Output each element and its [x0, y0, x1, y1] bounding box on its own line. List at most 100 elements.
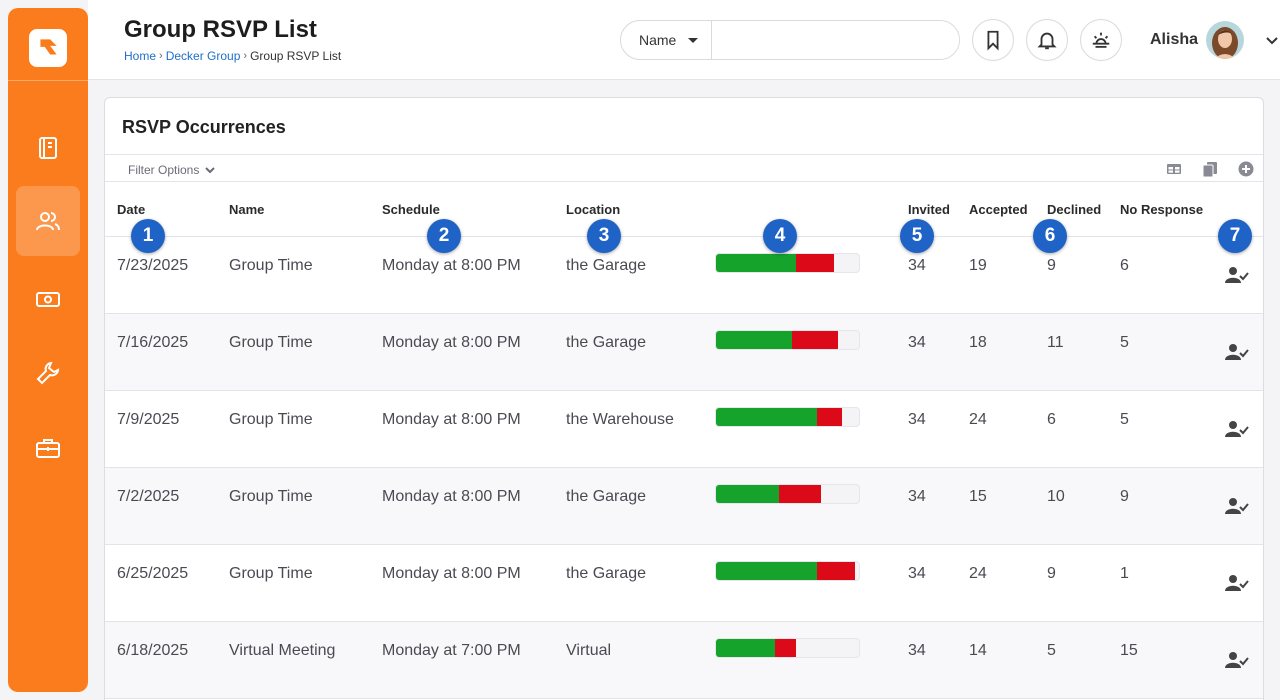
add-circle-icon[interactable]: [1238, 161, 1254, 177]
column-header-schedule[interactable]: Schedule: [382, 202, 440, 217]
user-menu[interactable]: Alisha: [1134, 16, 1280, 64]
cell-date: 6/25/2025: [117, 565, 189, 582]
avatar: [1206, 21, 1245, 59]
table-icon[interactable]: [1166, 161, 1182, 177]
copy-icon[interactable]: [1202, 161, 1218, 177]
user-check-icon[interactable]: [1225, 265, 1249, 285]
sidebar-divider: [8, 80, 88, 81]
search-input[interactable]: [712, 21, 959, 59]
cell-invited: 34: [908, 334, 926, 351]
annotation-badge-1: 1: [131, 219, 165, 253]
user-check-icon[interactable]: [1225, 419, 1249, 439]
annotation-badge-3: 3: [587, 219, 621, 253]
breadcrumb-group[interactable]: Decker Group: [165, 49, 241, 63]
sidebar-item-tools[interactable]: [16, 338, 80, 408]
cell-schedule: Monday at 8:00 PM: [382, 411, 521, 428]
cell-accepted: 14: [969, 642, 987, 659]
sidebar: [8, 8, 88, 692]
theme-button[interactable]: [1080, 19, 1122, 61]
cell-schedule: Monday at 8:00 PM: [382, 565, 521, 582]
table-row[interactable]: 7/23/2025 Group Time Monday at 8:00 PM t…: [105, 237, 1263, 314]
cell-invited: 34: [908, 257, 926, 274]
breadcrumb-home[interactable]: Home: [124, 49, 157, 63]
money-icon: [36, 292, 60, 307]
cell-location: the Garage: [566, 565, 647, 582]
cell-no-response: 6: [1120, 257, 1129, 274]
column-header-name[interactable]: Name: [229, 202, 265, 217]
breadcrumb-chevron-icon: ›: [159, 50, 163, 62]
cell-invited: 34: [908, 488, 926, 505]
column-header-no-response[interactable]: No Response: [1120, 202, 1204, 217]
cell-no-response: 1: [1120, 565, 1129, 582]
cell-date: 6/18/2025: [117, 642, 189, 659]
cell-name: Virtual Meeting: [229, 642, 336, 659]
page-title: Group RSVP List: [124, 16, 317, 43]
cell-location: the Garage: [566, 334, 647, 351]
cell-date: 7/9/2025: [117, 411, 180, 428]
filter-options-label: Filter Options: [128, 163, 200, 177]
sidebar-item-people[interactable]: [16, 186, 80, 256]
rsvp-progress-bar: [715, 330, 860, 350]
sidebar-item-book[interactable]: [16, 113, 80, 183]
people-icon: [36, 212, 60, 231]
cell-schedule: Monday at 7:00 PM: [382, 642, 521, 659]
annotation-badge-5: 5: [900, 219, 934, 253]
table-row[interactable]: 7/2/2025 Group Time Monday at 8:00 PM th…: [105, 468, 1263, 545]
rsvp-progress-bar: [715, 484, 860, 504]
annotation-badge-4: 4: [763, 219, 797, 253]
logo[interactable]: [29, 29, 67, 67]
accepted-segment: [716, 331, 792, 349]
column-header-accepted[interactable]: Accepted: [969, 202, 1028, 217]
annotation-badge-6: 6: [1033, 219, 1067, 253]
table-row[interactable]: 7/9/2025 Group Time Monday at 8:00 PM th…: [105, 391, 1263, 468]
column-header-date[interactable]: Date: [117, 202, 146, 217]
bookmark-icon: [987, 30, 999, 51]
user-check-icon[interactable]: [1225, 573, 1249, 593]
cell-date: 7/2/2025: [117, 488, 180, 505]
declined-segment: [774, 639, 796, 657]
cell-no-response: 15: [1120, 642, 1138, 659]
table-row[interactable]: 7/16/2025 Group Time Monday at 8:00 PM t…: [105, 314, 1263, 391]
cell-accepted: 24: [969, 411, 987, 428]
cell-invited: 34: [908, 411, 926, 428]
cell-location: the Garage: [566, 488, 647, 505]
caret-down-icon: [688, 37, 699, 43]
search-field-select[interactable]: Name: [621, 21, 712, 59]
sidebar-item-money[interactable]: [16, 264, 80, 334]
bookmark-button[interactable]: [972, 19, 1014, 61]
column-header-declined[interactable]: Declined: [1047, 202, 1102, 217]
cell-schedule: Monday at 8:00 PM: [382, 257, 521, 274]
user-check-icon[interactable]: [1225, 496, 1249, 516]
search-box: Name: [620, 20, 960, 60]
sunrise-icon: [1092, 32, 1110, 48]
cell-name: Group Time: [229, 488, 313, 505]
cell-accepted: 24: [969, 565, 987, 582]
rsvp-progress-bar: [715, 407, 860, 427]
accepted-segment: [716, 254, 796, 272]
bell-icon: [1037, 32, 1057, 50]
cell-no-response: 9: [1120, 488, 1129, 505]
filter-options-toggle[interactable]: Filter Options: [128, 163, 216, 177]
cell-schedule: Monday at 8:00 PM: [382, 334, 521, 351]
cell-declined: 5: [1047, 642, 1056, 659]
notifications-button[interactable]: [1026, 19, 1068, 61]
user-check-icon[interactable]: [1225, 342, 1249, 362]
declined-segment: [816, 562, 855, 580]
declined-segment: [779, 485, 822, 503]
column-header-invited[interactable]: Invited: [908, 202, 950, 217]
annotation-badge-2: 2: [427, 219, 461, 253]
cell-location: the Garage: [566, 257, 647, 274]
accepted-segment: [716, 562, 817, 580]
header-divider: [105, 236, 1263, 237]
table-row[interactable]: 6/25/2025 Group Time Monday at 8:00 PM t…: [105, 545, 1263, 622]
breadcrumb-chevron-icon: ›: [243, 50, 248, 62]
annotation-badge-7: 7: [1218, 219, 1252, 253]
user-check-icon[interactable]: [1225, 650, 1249, 670]
declined-segment: [816, 408, 843, 426]
cell-declined: 11: [1047, 334, 1064, 351]
column-header-location[interactable]: Location: [566, 202, 621, 217]
declined-segment: [791, 331, 838, 349]
table-row[interactable]: 6/18/2025 Virtual Meeting Monday at 7:00…: [105, 622, 1263, 699]
sidebar-item-briefcase[interactable]: [16, 413, 80, 483]
cell-accepted: 19: [969, 257, 987, 274]
